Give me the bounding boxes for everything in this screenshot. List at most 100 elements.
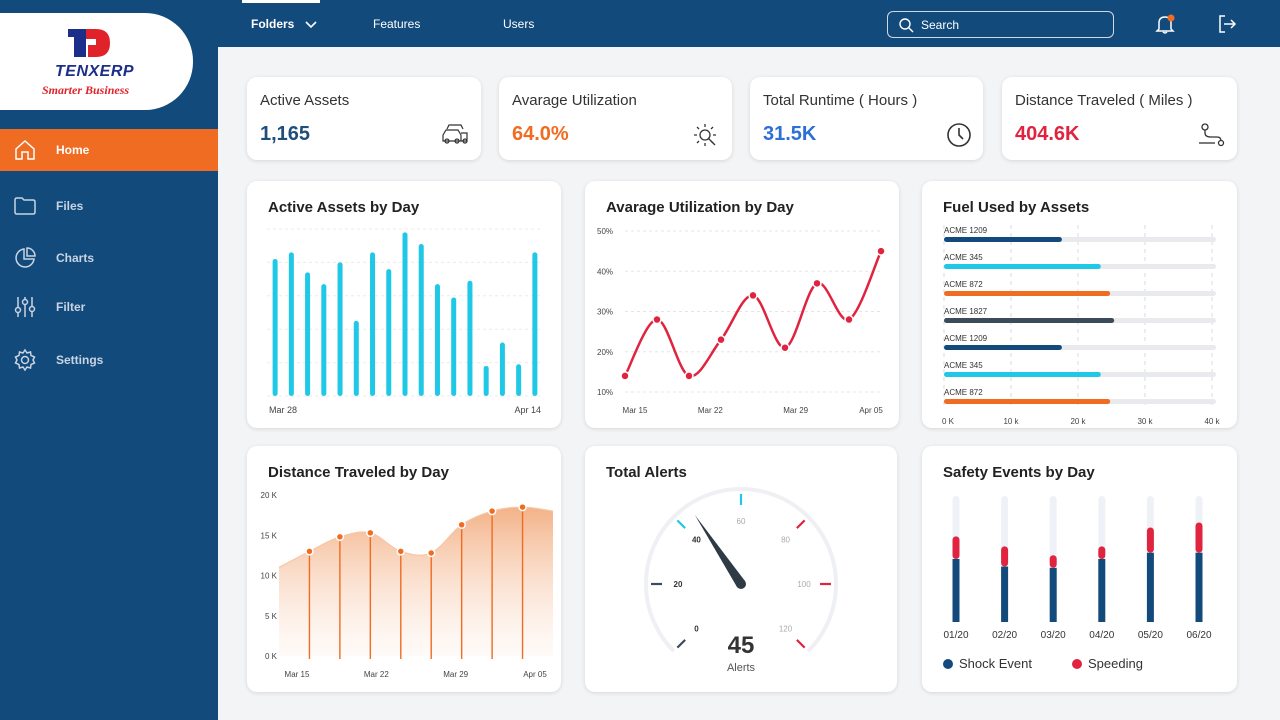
card-title: Fuel Used by Assets (943, 199, 1090, 216)
legend-swatch (943, 658, 953, 669)
bar (944, 237, 1062, 242)
y-tick-label: 10 K (261, 572, 278, 581)
data-point (426, 548, 436, 558)
tab-label: Folders (251, 17, 295, 31)
category-label: ACME 345 (944, 361, 983, 370)
data-point (518, 502, 527, 512)
legend-label: Speeding (1088, 656, 1143, 671)
gauge-scale-label: 40 (692, 535, 701, 544)
legend-swatch (1072, 658, 1082, 669)
legend-item-speeding: Speeding (1072, 656, 1143, 671)
bar-segment (1146, 552, 1154, 622)
series-line (623, 250, 883, 378)
x-tick-label: Mar 22 (698, 406, 723, 415)
bar-segment (1195, 522, 1203, 553)
kpi-value: 404.6K (1015, 123, 1080, 145)
bar-segment (1001, 566, 1009, 622)
gear-icon (14, 348, 36, 372)
bar (944, 345, 1062, 350)
card-title: Active Assets by Day (268, 199, 420, 216)
x-tick-label: Mar 22 (364, 670, 389, 679)
brand-tagline: Smarter Business (42, 83, 130, 97)
route-icon (1199, 123, 1225, 147)
clock-icon (947, 123, 971, 147)
x-tick-label: Mar 28 (269, 405, 297, 415)
sidebar-item-label: Charts (56, 251, 95, 265)
gauge-arc (644, 487, 838, 653)
data-point (684, 371, 694, 381)
x-tick-label: 10 k (1003, 417, 1019, 426)
card-active-assets-by-day: Active Assets by Day Mar 28 Apr 14 (247, 181, 561, 428)
x-tick-label: 30 k (1137, 417, 1153, 426)
y-tick-label: 40% (597, 267, 613, 276)
tab-features[interactable]: Features (373, 17, 421, 31)
kpi-label: Distance Traveled ( Miles ) (1015, 92, 1193, 109)
data-point (457, 520, 466, 530)
bar (944, 264, 1101, 269)
bar (451, 297, 457, 396)
kpi-card-distance: Distance Traveled ( Miles ) 404.6K (1002, 77, 1237, 160)
gauge-label: Alerts (726, 662, 756, 674)
bar-segment (1195, 552, 1203, 622)
x-tick-label: 20 k (1070, 417, 1086, 426)
bar (370, 252, 376, 396)
bar-segment (1001, 546, 1009, 567)
bar (402, 232, 408, 396)
kpi-card-runtime: Total Runtime ( Hours ) 31.5K (750, 77, 983, 160)
category-label: ACME 1827 (944, 307, 988, 316)
sidebar-item-charts[interactable]: Charts (0, 237, 218, 279)
y-tick-label: 30% (597, 308, 613, 317)
tab-folders[interactable]: Folders (251, 17, 318, 31)
sliders-icon (14, 297, 36, 317)
x-tick-label: 0 K (942, 417, 955, 426)
gauge-scale-label: 20 (674, 580, 683, 589)
y-tick-label: 10% (597, 388, 613, 397)
kpi-label: Active Assets (260, 92, 350, 109)
sidebar-item-filter[interactable]: Filter (0, 286, 218, 328)
card-title: Avarage Utilization by Day (606, 199, 794, 216)
bar (434, 284, 440, 396)
bell-icon[interactable] (1154, 13, 1176, 35)
category-label: ACME 1209 (944, 334, 988, 343)
sidebar-item-settings[interactable]: Settings (0, 339, 218, 381)
card-title: Safety Events by Day (943, 464, 1095, 481)
x-tick-label: 02/20 (992, 630, 1017, 641)
legend-item-shock: Shock Event (943, 656, 1032, 671)
category-label: ACME 1209 (944, 226, 988, 235)
search-input[interactable] (921, 17, 1101, 33)
logout-icon[interactable] (1216, 13, 1238, 35)
bar (944, 372, 1101, 377)
data-point (780, 342, 790, 353)
card-distance-by-day: Distance Traveled by Day 20 K 15 K 10 K 5 K… (247, 446, 561, 692)
series-line (278, 506, 554, 568)
wrench-gear-icon (694, 124, 716, 146)
bar (321, 284, 327, 396)
gauge-scale-label: 120 (779, 625, 793, 634)
x-tick-label: 04/20 (1089, 630, 1114, 641)
data-point (812, 278, 822, 289)
gauge-scale-label: 0 (694, 625, 699, 634)
y-tick-label: 20 K (261, 491, 278, 500)
data-point (366, 528, 375, 538)
chevron-down-icon (305, 21, 317, 28)
bar (418, 244, 424, 396)
kpi-value: 31.5K (763, 123, 817, 145)
search-box[interactable] (887, 11, 1114, 38)
y-tick-label: 50% (597, 227, 613, 236)
sidebar-item-home[interactable]: Home (0, 129, 218, 171)
data-point (620, 371, 630, 381)
bar-segment (1098, 546, 1106, 559)
category-label: ACME 345 (944, 253, 983, 262)
folder-icon (14, 197, 36, 215)
bar (272, 259, 278, 396)
bar (288, 252, 294, 396)
sidebar-item-files[interactable]: Files (0, 185, 218, 227)
kpi-value: 64.0% (512, 123, 569, 145)
sidebar: TENXERP Smarter Business Home Files Char… (0, 0, 218, 720)
tab-users[interactable]: Users (503, 17, 535, 31)
active-assets-bar-chart: Mar 28 Apr 14 (267, 228, 543, 415)
data-point (335, 532, 345, 542)
logo: TENXERP Smarter Business (0, 13, 193, 110)
bar-segment (1098, 559, 1106, 622)
x-tick-label: 01/20 (943, 630, 968, 641)
